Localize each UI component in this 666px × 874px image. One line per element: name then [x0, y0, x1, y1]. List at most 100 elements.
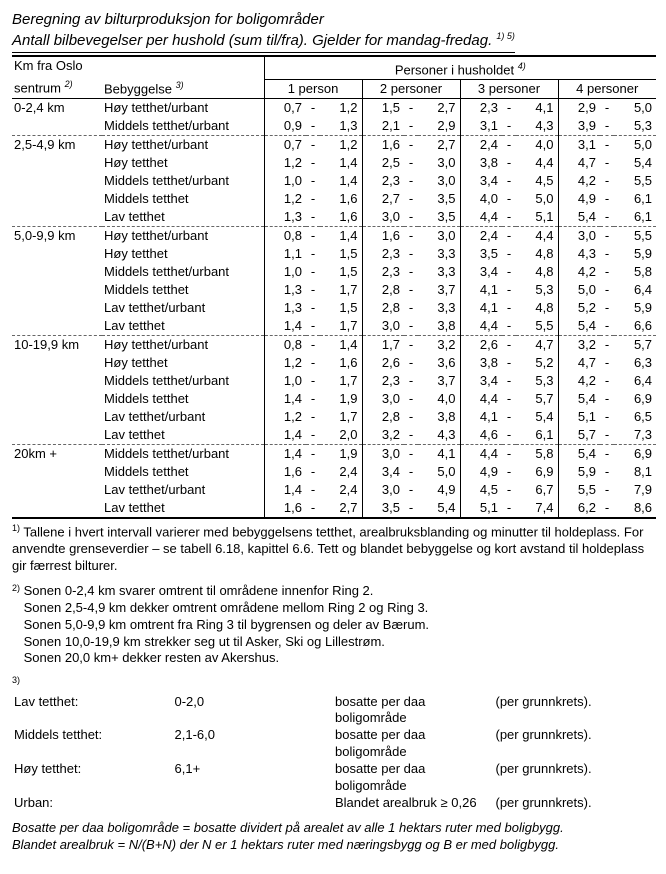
dash: - [306, 281, 320, 299]
dash: - [404, 172, 418, 190]
val-low: 1,0 [264, 172, 306, 190]
dash: - [600, 299, 614, 317]
val-high: 3,5 [418, 190, 460, 208]
fn2-text: Sonen 0-2,4 km svarer omtrent til område… [24, 583, 429, 667]
val-high: 5,3 [516, 281, 558, 299]
bebyg-cell: Middels tetthet/urbant [102, 172, 264, 190]
hdr-p1: 1 person [264, 79, 362, 98]
val-low: 3,0 [558, 226, 600, 245]
val-high: 6,4 [614, 281, 656, 299]
dist-cell [12, 281, 102, 299]
hdr-p4: 4 personer [558, 79, 656, 98]
val-low: 3,0 [362, 208, 404, 227]
val-low: 3,0 [362, 317, 404, 336]
dash: - [404, 335, 418, 354]
dash: - [306, 245, 320, 263]
val-low: 0,8 [264, 226, 306, 245]
dist-cell [12, 190, 102, 208]
val-low: 2,3 [362, 172, 404, 190]
dash: - [306, 390, 320, 408]
val-high: 7,9 [614, 481, 656, 499]
val-high: 3,8 [418, 317, 460, 336]
title-line2: Antall bilbevegelser per hushold (sum ti… [12, 32, 492, 49]
val-low: 4,6 [460, 426, 502, 445]
val-high: 5,4 [516, 408, 558, 426]
val-low: 5,7 [558, 426, 600, 445]
val-low: 2,7 [362, 190, 404, 208]
val-low: 4,1 [460, 408, 502, 426]
val-low: 0,8 [264, 335, 306, 354]
val-low: 1,4 [264, 426, 306, 445]
dash: - [502, 426, 516, 445]
val-low: 5,9 [558, 463, 600, 481]
val-low: 3,0 [362, 481, 404, 499]
dash: - [404, 190, 418, 208]
dash: - [502, 281, 516, 299]
val-low: 3,0 [362, 444, 404, 463]
val-low: 3,2 [558, 335, 600, 354]
val-low: 4,0 [460, 190, 502, 208]
dash: - [502, 154, 516, 172]
dash: - [404, 372, 418, 390]
val-high: 2,0 [320, 426, 362, 445]
fn3-cell: (per grunnkrets). [494, 694, 655, 728]
dash: - [306, 463, 320, 481]
val-low: 0,7 [264, 135, 306, 154]
val-high: 5,2 [516, 354, 558, 372]
bebyg-cell: Høy tetthet [102, 245, 264, 263]
dist-cell [12, 208, 102, 227]
val-high: 1,9 [320, 444, 362, 463]
val-low: 2,8 [362, 408, 404, 426]
val-low: 5,4 [558, 208, 600, 227]
fn1-text: Tallene i hvert intervall varierer med b… [12, 524, 644, 573]
val-high: 7,3 [614, 426, 656, 445]
dash: - [600, 317, 614, 336]
val-high: 5,0 [516, 190, 558, 208]
dash: - [306, 372, 320, 390]
fn2-line: Sonen 10,0-19,9 km strekker seg ut til A… [24, 634, 429, 651]
dist-cell [12, 426, 102, 445]
val-high: 5,8 [614, 263, 656, 281]
bebyg-cell: Høy tetthet [102, 354, 264, 372]
val-low: 2,4 [460, 135, 502, 154]
dash: - [306, 499, 320, 518]
val-high: 1,4 [320, 172, 362, 190]
val-low: 1,2 [264, 354, 306, 372]
val-high: 6,1 [516, 426, 558, 445]
val-low: 4,4 [460, 390, 502, 408]
val-high: 4,0 [418, 390, 460, 408]
val-low: 2,8 [362, 299, 404, 317]
dash: - [306, 226, 320, 245]
dist-cell [12, 263, 102, 281]
val-high: 4,8 [516, 245, 558, 263]
val-high: 5,7 [516, 390, 558, 408]
dash: - [600, 172, 614, 190]
val-high: 2,7 [418, 135, 460, 154]
val-low: 3,4 [460, 372, 502, 390]
val-high: 1,2 [320, 98, 362, 117]
dash: - [502, 335, 516, 354]
val-low: 1,1 [264, 245, 306, 263]
val-high: 7,4 [516, 499, 558, 518]
val-low: 2,4 [460, 226, 502, 245]
val-low: 1,4 [264, 390, 306, 408]
val-low: 1,3 [264, 281, 306, 299]
val-low: 4,7 [558, 154, 600, 172]
val-high: 3,8 [418, 408, 460, 426]
val-high: 4,4 [516, 154, 558, 172]
bebyg-cell: Middels tetthet [102, 190, 264, 208]
dash: - [306, 190, 320, 208]
dash: - [404, 154, 418, 172]
fn2-line: Sonen 2,5-4,9 km dekker omtrent områdene… [24, 600, 429, 617]
val-low: 3,9 [558, 117, 600, 136]
val-low: 3,8 [460, 354, 502, 372]
val-high: 1,7 [320, 408, 362, 426]
bebyg-cell: Middels tetthet/urbant [102, 117, 264, 136]
val-high: 6,9 [614, 444, 656, 463]
dash: - [600, 463, 614, 481]
val-low: 3,5 [362, 499, 404, 518]
val-high: 6,1 [614, 190, 656, 208]
val-low: 0,7 [264, 98, 306, 117]
val-low: 2,3 [362, 372, 404, 390]
bebyg-cell: Middels tetthet [102, 390, 264, 408]
